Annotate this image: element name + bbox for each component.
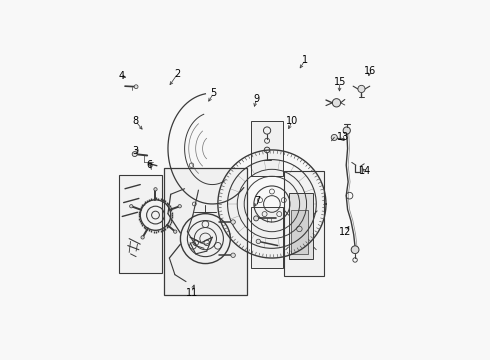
Bar: [289, 193, 314, 260]
Bar: [119, 175, 162, 273]
Bar: [164, 168, 247, 296]
Circle shape: [332, 99, 341, 107]
Text: 9: 9: [254, 94, 260, 104]
Circle shape: [134, 85, 138, 89]
Circle shape: [351, 246, 359, 253]
Text: 12: 12: [339, 227, 351, 237]
Text: 14: 14: [359, 166, 371, 176]
Circle shape: [331, 134, 337, 140]
Bar: [251, 121, 283, 176]
Text: 11: 11: [186, 288, 198, 298]
Text: 3: 3: [132, 146, 138, 156]
Circle shape: [231, 220, 235, 224]
Text: 4: 4: [119, 72, 125, 81]
Bar: [284, 171, 324, 276]
Circle shape: [231, 253, 235, 257]
Text: 15: 15: [334, 77, 346, 87]
Circle shape: [178, 204, 181, 208]
Text: 8: 8: [132, 116, 138, 126]
Circle shape: [256, 239, 261, 244]
Text: 6: 6: [146, 160, 152, 170]
Bar: [251, 207, 283, 268]
Text: 13: 13: [337, 132, 349, 143]
Text: 5: 5: [211, 88, 217, 98]
Circle shape: [129, 204, 133, 208]
Circle shape: [141, 236, 144, 239]
Bar: [291, 210, 308, 254]
Circle shape: [358, 85, 365, 93]
Circle shape: [132, 152, 137, 157]
Text: 7: 7: [254, 196, 260, 206]
Text: 10: 10: [286, 116, 298, 126]
Text: 16: 16: [364, 66, 376, 76]
Circle shape: [254, 216, 259, 221]
Circle shape: [343, 127, 350, 134]
Circle shape: [173, 230, 177, 233]
Circle shape: [154, 188, 157, 191]
Text: 2: 2: [174, 69, 181, 79]
Text: 1: 1: [302, 55, 308, 65]
